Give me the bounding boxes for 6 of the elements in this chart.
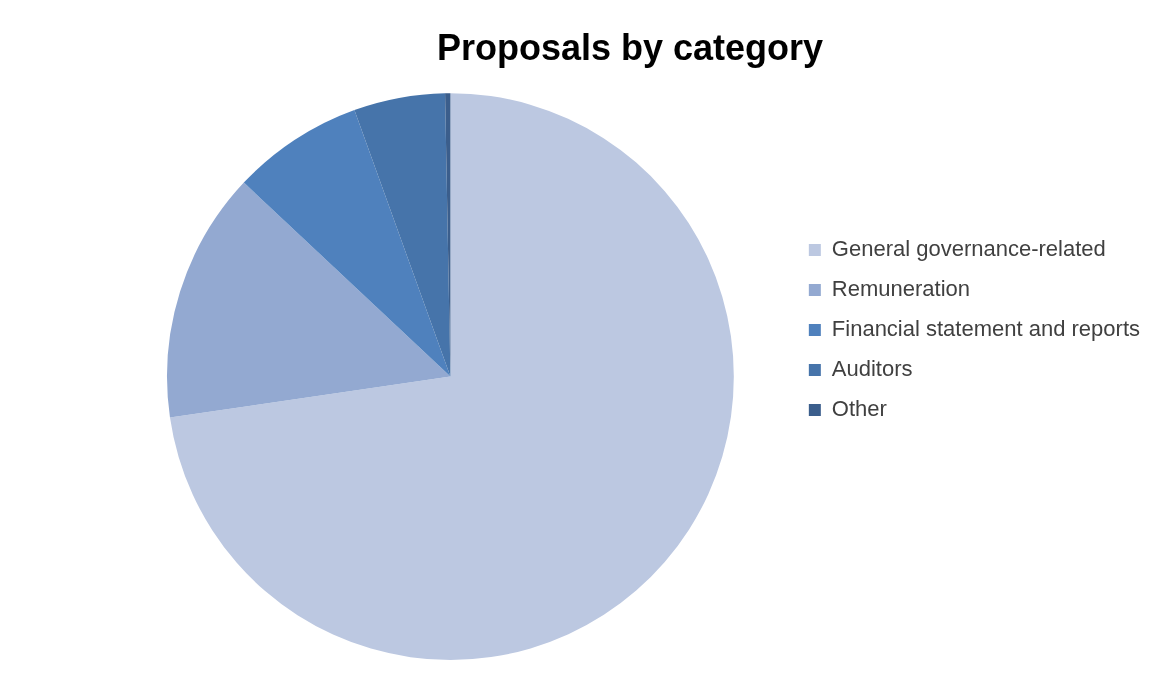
legend-label: Remuneration [831, 276, 971, 302]
chart-title: Proposals by category [436, 26, 824, 68]
legend-label: Financial statement and reports [831, 316, 1141, 342]
legend-label: General governance-related [831, 236, 1106, 262]
legend-label: Auditors [831, 356, 913, 382]
legend-label: Other [831, 396, 887, 422]
